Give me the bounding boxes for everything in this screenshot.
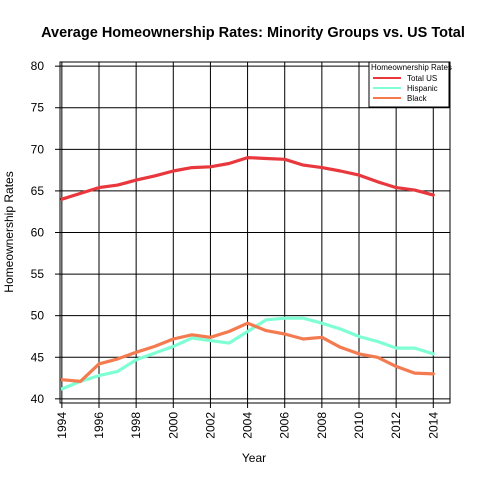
x-tick-label: 2002 (203, 412, 217, 439)
x-tick-label: 1998 (129, 412, 143, 439)
x-tick-label: 2014 (426, 412, 440, 439)
legend-title: Homeownership Rates (371, 63, 452, 72)
y-axis: 40 45 50 55 60 65 70 75 80 (31, 59, 60, 406)
y-tick-label: 60 (31, 226, 45, 240)
y-tick-label: 40 (31, 392, 45, 406)
y-tick-label: 50 (31, 309, 45, 323)
x-tick-label: 1994 (55, 412, 69, 439)
x-tick-label: 2006 (278, 412, 292, 439)
legend-label-black: Black (407, 94, 428, 103)
y-tick-label: 55 (31, 267, 45, 281)
series-line-total-us (60, 156, 435, 201)
y-tick-label: 75 (31, 101, 45, 115)
y-tick-label: 45 (31, 350, 45, 364)
x-axis: 1994 1996 1998 2000 2002 2004 2006 2008 2010 2012… (55, 403, 440, 439)
series-line-black (60, 321, 435, 383)
x-tick-label: 2008 (315, 412, 329, 439)
series-line-hispanic (60, 316, 435, 391)
y-axis-label: Homeownership Rates (2, 171, 16, 292)
y-tick-label: 80 (31, 59, 45, 73)
x-tick-label: 1996 (92, 412, 106, 439)
x-tick-label: 2000 (166, 412, 180, 439)
legend-label-hispanic: Hispanic (407, 84, 438, 93)
legend-label-total-us: Total US (407, 74, 437, 83)
series-lines (60, 156, 435, 391)
y-tick-label: 65 (31, 184, 45, 198)
x-tick-label: 2010 (352, 412, 366, 439)
chart-title: Average Homeownership Rates: Minority Gr… (41, 25, 465, 41)
y-tick-label: 70 (31, 142, 45, 156)
legend-box (368, 61, 450, 108)
x-tick-label: 2004 (241, 412, 255, 439)
x-axis-label: Year (242, 451, 266, 465)
legend: Homeownership Rates Total USHispanicBlac… (368, 61, 452, 108)
x-tick-label: 2012 (389, 412, 403, 439)
